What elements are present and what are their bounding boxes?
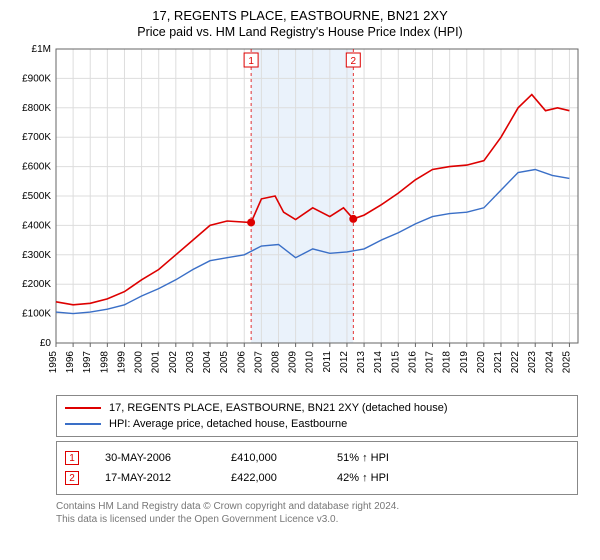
svg-text:1997: 1997 bbox=[82, 351, 93, 374]
svg-text:2023: 2023 bbox=[527, 351, 538, 374]
footer-line: This data is licensed under the Open Gov… bbox=[56, 514, 578, 527]
svg-text:£400K: £400K bbox=[22, 220, 51, 231]
svg-text:£600K: £600K bbox=[22, 162, 51, 173]
svg-text:1998: 1998 bbox=[99, 351, 110, 374]
legend-item: HPI: Average price, detached house, East… bbox=[65, 416, 569, 432]
svg-text:2021: 2021 bbox=[493, 351, 504, 374]
svg-text:£900K: £900K bbox=[22, 73, 51, 84]
svg-text:2001: 2001 bbox=[151, 351, 162, 374]
svg-text:£100K: £100K bbox=[22, 309, 51, 320]
svg-text:1996: 1996 bbox=[65, 351, 76, 374]
svg-text:2006: 2006 bbox=[236, 351, 247, 374]
chart-subtitle: Price paid vs. HM Land Registry's House … bbox=[10, 25, 590, 39]
legend: 17, REGENTS PLACE, EASTBOURNE, BN21 2XY … bbox=[56, 395, 578, 437]
svg-text:2003: 2003 bbox=[185, 351, 196, 374]
footer-attribution: Contains HM Land Registry data © Crown c… bbox=[56, 501, 578, 526]
sale-date: 30-MAY-2006 bbox=[105, 452, 205, 464]
sale-price: £410,000 bbox=[231, 452, 311, 464]
svg-text:£300K: £300K bbox=[22, 250, 51, 261]
svg-text:2000: 2000 bbox=[134, 351, 145, 374]
svg-text:£700K: £700K bbox=[22, 132, 51, 143]
svg-text:2010: 2010 bbox=[305, 351, 316, 374]
svg-text:2005: 2005 bbox=[219, 351, 230, 374]
svg-text:2015: 2015 bbox=[390, 351, 401, 374]
svg-text:2009: 2009 bbox=[288, 351, 299, 374]
legend-item: 17, REGENTS PLACE, EASTBOURNE, BN21 2XY … bbox=[65, 400, 569, 416]
legend-label: 17, REGENTS PLACE, EASTBOURNE, BN21 2XY … bbox=[109, 402, 448, 414]
svg-text:2008: 2008 bbox=[270, 351, 281, 374]
svg-text:2025: 2025 bbox=[561, 351, 572, 374]
svg-text:£0: £0 bbox=[40, 338, 52, 349]
svg-text:£500K: £500K bbox=[22, 191, 51, 202]
sale-row: 1 30-MAY-2006 £410,000 51% ↑ HPI bbox=[65, 448, 569, 468]
sale-price: £422,000 bbox=[231, 472, 311, 484]
footer-line: Contains HM Land Registry data © Crown c… bbox=[56, 501, 578, 514]
svg-text:2007: 2007 bbox=[253, 351, 264, 374]
svg-text:2002: 2002 bbox=[168, 351, 179, 374]
sale-change: 42% ↑ HPI bbox=[337, 472, 437, 484]
svg-text:1999: 1999 bbox=[116, 351, 127, 374]
svg-text:1995: 1995 bbox=[48, 351, 59, 374]
svg-text:2020: 2020 bbox=[476, 351, 487, 374]
chart-title: 17, REGENTS PLACE, EASTBOURNE, BN21 2XY bbox=[10, 8, 590, 23]
sale-change: 51% ↑ HPI bbox=[337, 452, 437, 464]
svg-text:2013: 2013 bbox=[356, 351, 367, 374]
sale-row: 2 17-MAY-2012 £422,000 42% ↑ HPI bbox=[65, 468, 569, 488]
sale-marker-icon: 2 bbox=[65, 471, 79, 485]
sales-table: 1 30-MAY-2006 £410,000 51% ↑ HPI 2 17-MA… bbox=[56, 441, 578, 495]
svg-text:2017: 2017 bbox=[425, 351, 436, 374]
svg-text:2018: 2018 bbox=[442, 351, 453, 374]
svg-text:£200K: £200K bbox=[22, 279, 51, 290]
svg-text:2019: 2019 bbox=[459, 351, 470, 374]
sale-marker-icon: 1 bbox=[65, 451, 79, 465]
svg-text:2022: 2022 bbox=[510, 351, 521, 374]
svg-text:£800K: £800K bbox=[22, 103, 51, 114]
svg-text:2: 2 bbox=[351, 56, 357, 67]
line-chart: £0 £100K £200K £300K £400K £500K £600K £700K £80… bbox=[10, 43, 590, 393]
svg-text:2024: 2024 bbox=[544, 351, 555, 374]
chart-area: £0 £100K £200K £300K £400K £500K £600K £700K £80… bbox=[10, 43, 590, 393]
legend-label: HPI: Average price, detached house, East… bbox=[109, 418, 347, 430]
sale-date: 17-MAY-2012 bbox=[105, 472, 205, 484]
legend-swatch bbox=[65, 407, 101, 409]
svg-text:2016: 2016 bbox=[407, 351, 418, 374]
svg-text:2012: 2012 bbox=[339, 351, 350, 374]
svg-text:2014: 2014 bbox=[373, 351, 384, 374]
svg-text:2004: 2004 bbox=[202, 351, 213, 374]
svg-text:2011: 2011 bbox=[322, 351, 333, 373]
legend-swatch bbox=[65, 423, 101, 425]
svg-text:1: 1 bbox=[248, 56, 254, 67]
svg-text:£1M: £1M bbox=[32, 44, 51, 55]
